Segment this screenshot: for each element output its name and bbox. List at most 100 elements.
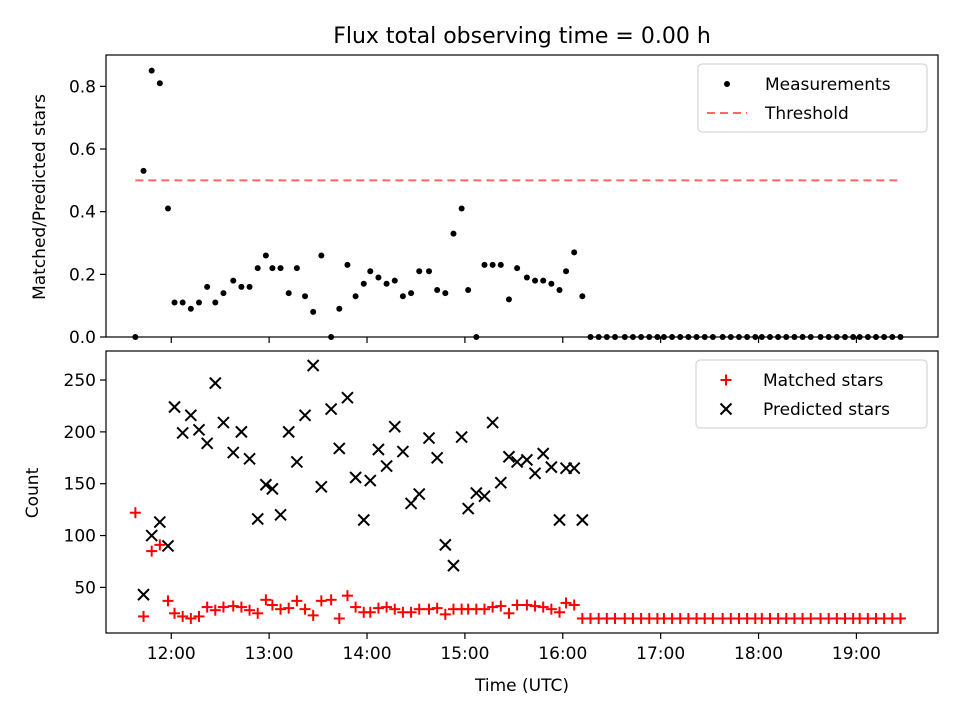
- measurement-point: [825, 334, 832, 340]
- measurement-point: [246, 283, 253, 290]
- predicted-star-mark-b: [372, 443, 385, 456]
- predicted-star-mark-b: [315, 480, 328, 494]
- predicted-star-point: [430, 451, 444, 464]
- measurement-point: [458, 205, 465, 212]
- matched-star-point: [129, 507, 141, 519]
- predicted-star-point: [439, 538, 452, 552]
- measurement-point: [735, 334, 742, 340]
- matched-star-point: [307, 609, 319, 621]
- matched-star-point: [609, 612, 621, 624]
- predicted-star-point: [470, 486, 483, 500]
- legend-predicted-marker: [719, 402, 733, 416]
- predicted-star-mark-b: [470, 486, 483, 500]
- measurement-point: [367, 268, 374, 275]
- matched-star-point: [439, 608, 451, 620]
- matched-star-point: [537, 601, 549, 613]
- measurement-point: [293, 265, 300, 272]
- bottom-legend-box: [695, 359, 928, 429]
- matched-star-point: [487, 601, 499, 613]
- measurement-point: [465, 287, 472, 293]
- measurement-point: [285, 290, 292, 297]
- measurement-point: [548, 280, 555, 287]
- matched-star-point: [333, 612, 345, 624]
- matched-star-point: [325, 594, 337, 606]
- predicted-star-mark-b: [388, 420, 401, 433]
- measurement-point: [391, 277, 398, 284]
- predicted-star-mark-b: [235, 425, 248, 439]
- predicted-star-point: [235, 425, 248, 439]
- measurement-point: [514, 265, 521, 272]
- top-y-tick-label: 0.0: [69, 328, 96, 348]
- matched-star-point: [169, 607, 181, 619]
- measurement-point: [758, 334, 765, 340]
- matched-star-point: [521, 599, 533, 611]
- predicted-star-point: [364, 474, 377, 487]
- predicted-star-point: [567, 461, 581, 475]
- top-y-tick-label: 0.2: [69, 265, 96, 285]
- top-panel: Matched/Predicted stars 0.0 0.2 0.4 0.6 0.8 M…: [30, 54, 939, 348]
- measurement-point: [873, 334, 880, 340]
- matched-star-point: [423, 603, 435, 615]
- top-y-tick-label: 0.6: [69, 140, 96, 160]
- predicted-star-point: [176, 426, 189, 440]
- measurement-point: [563, 268, 570, 275]
- predicted-star-mark-b: [413, 487, 426, 501]
- measurement-point: [262, 252, 269, 259]
- matched-star-point: [413, 603, 425, 615]
- top-y-axis-label: Matched/Predicted stars: [30, 94, 50, 300]
- predicted-star-mark-b: [306, 359, 320, 372]
- x-tick-label: 19:00: [832, 644, 881, 664]
- predicted-star-mark-b: [184, 409, 198, 422]
- bottom-y-tick-label: 250: [64, 371, 96, 391]
- measurement-point: [783, 334, 790, 340]
- predicted-star-mark-b: [545, 460, 558, 474]
- legend-predicted-label: Predicted stars: [763, 400, 890, 420]
- predicted-star-point: [520, 453, 534, 467]
- measurement-point: [352, 293, 359, 300]
- measurement-point: [408, 290, 415, 297]
- predicted-star-point: [372, 443, 385, 456]
- matched-star-point: [511, 599, 523, 611]
- x-tick-label: 15:00: [440, 644, 489, 664]
- measurement-point: [450, 230, 457, 237]
- measurement-point: [140, 167, 147, 174]
- predicted-star-point: [274, 508, 287, 522]
- matched-star-point: [560, 597, 572, 609]
- predicted-star-mark-b: [439, 538, 452, 552]
- measurement-point: [220, 290, 227, 297]
- predicted-star-point: [161, 539, 175, 553]
- matched-star-point: [707, 612, 719, 624]
- measurement-point: [579, 293, 586, 300]
- measurement-point: [660, 334, 667, 340]
- measurement-point: [587, 334, 594, 340]
- measurement-point: [434, 287, 441, 293]
- measurement-point: [212, 299, 219, 306]
- matched-star-point: [217, 601, 229, 613]
- measurement-point: [766, 334, 773, 340]
- predicted-star-mark-b: [510, 455, 524, 469]
- measurement-point: [344, 261, 351, 268]
- predicted-star-mark-b: [520, 453, 534, 467]
- matched-star-point: [350, 601, 362, 613]
- predicted-star-point: [298, 409, 312, 422]
- matched-star-point: [381, 601, 393, 613]
- predicted-star-mark-b: [209, 376, 222, 390]
- predicted-star-mark-b: [494, 476, 507, 489]
- predicted-star-mark-b: [217, 416, 230, 429]
- matched-star-point: [138, 610, 150, 622]
- predicted-star-point: [528, 467, 542, 480]
- predicted-star-mark-b: [282, 425, 295, 439]
- x-tick-label: 17:00: [636, 644, 685, 664]
- predicted-star-point: [209, 376, 222, 390]
- matched-star-point: [405, 606, 417, 618]
- predicted-star-mark-b: [290, 455, 304, 469]
- measurement-point: [611, 334, 618, 340]
- predicted-star-mark-b: [200, 437, 214, 450]
- predicted-star-mark-b: [455, 430, 468, 444]
- predicted-star-point: [502, 450, 516, 463]
- bottom-y-tick-label: 100: [64, 527, 96, 547]
- predicted-star-point: [145, 529, 158, 542]
- matched-star-point: [389, 603, 401, 615]
- predicted-star-point: [324, 402, 338, 416]
